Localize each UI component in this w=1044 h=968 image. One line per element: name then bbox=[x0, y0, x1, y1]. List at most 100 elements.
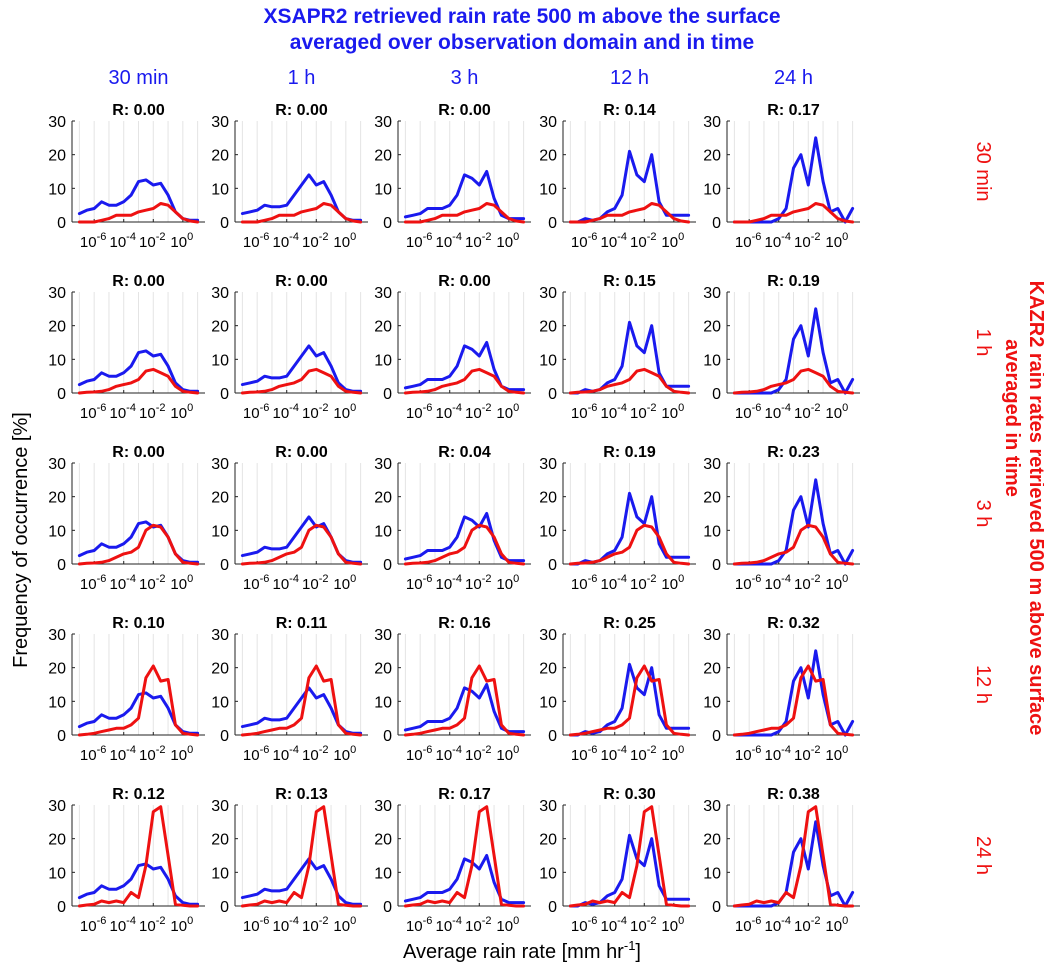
y-tick-label: 10 bbox=[374, 352, 392, 369]
xsapr2-series-line bbox=[240, 857, 363, 906]
x-tick-label: 10-6 bbox=[243, 915, 269, 935]
y-tick-label: 0 bbox=[383, 215, 392, 232]
kazr2-series-line bbox=[403, 367, 526, 395]
x-tick-label: 10-2 bbox=[794, 915, 820, 935]
subplot-r2-c2: 0 10 20 30 10-6 10-4 10-2 100 R: 0.00 bbox=[211, 273, 368, 422]
y-tick-label: 20 bbox=[703, 661, 721, 678]
x-tick-label: 10-6 bbox=[735, 915, 761, 935]
y-tick-label: 20 bbox=[539, 832, 557, 849]
r-value-label: R: 0.00 bbox=[275, 444, 328, 461]
y-tick-label: 10 bbox=[374, 865, 392, 882]
x-tick-label: 10-6 bbox=[406, 402, 432, 422]
y-tick-label: 30 bbox=[539, 627, 557, 644]
column-label: 12 h bbox=[610, 67, 649, 89]
r-value-label: R: 0.25 bbox=[603, 615, 656, 632]
y-tick-label: 10 bbox=[211, 865, 229, 882]
y-tick-label: 0 bbox=[548, 899, 557, 916]
x-tick-label: 10-2 bbox=[465, 573, 491, 593]
x-tick-label: 10-4 bbox=[272, 231, 298, 251]
x-tick-label: 10-6 bbox=[571, 915, 597, 935]
kazr2-series-line bbox=[568, 523, 691, 566]
r-value-label: R: 0.00 bbox=[438, 102, 491, 119]
x-tick-label: 10-6 bbox=[243, 744, 269, 764]
x-tick-label: 10-2 bbox=[630, 744, 656, 764]
subplot-r4-c2: 0 10 20 30 10-6 10-4 10-2 100 R: 0.11 bbox=[211, 615, 368, 764]
r-value-label: R: 0.12 bbox=[112, 786, 165, 803]
y-tick-label: 0 bbox=[712, 728, 721, 745]
y-tick-label: 0 bbox=[383, 386, 392, 403]
y-tick-label: 30 bbox=[374, 114, 392, 131]
xsapr2-series-line bbox=[403, 170, 526, 221]
subplot-r3-c1: 0 10 20 30 10-6 10-4 10-2 100 R: 0.00 bbox=[48, 444, 205, 593]
x-tick-label: 10-4 bbox=[600, 402, 626, 422]
x-tick-label: 10-4 bbox=[109, 231, 135, 251]
y-tick-label: 0 bbox=[220, 557, 229, 574]
r-value-label: R: 0.04 bbox=[438, 444, 491, 461]
kazr2-series-line bbox=[240, 367, 363, 395]
y-tick-label: 30 bbox=[703, 285, 721, 302]
x-tick-label: 100 bbox=[661, 744, 684, 764]
x-tick-label: 100 bbox=[170, 573, 193, 593]
row-label: 24 h bbox=[972, 836, 994, 875]
x-tick-label: 10-2 bbox=[139, 915, 165, 935]
kazr2-series-line bbox=[77, 523, 200, 566]
x-tick-label: 10-6 bbox=[243, 231, 269, 251]
kazr2-series-line bbox=[732, 202, 855, 224]
column-label: 1 h bbox=[288, 67, 316, 89]
x-tick-label: 10-4 bbox=[272, 915, 298, 935]
x-tick-label: 10-2 bbox=[139, 744, 165, 764]
y-tick-label: 20 bbox=[703, 490, 721, 507]
y-tick-label: 0 bbox=[712, 215, 721, 232]
subplot-r4-c3: 0 10 20 30 10-6 10-4 10-2 100 R: 0.16 bbox=[374, 615, 531, 764]
subplot-r2-c4: 0 10 20 30 10-6 10-4 10-2 100 R: 0.15 bbox=[539, 273, 696, 422]
y-tick-label: 0 bbox=[57, 215, 66, 232]
subplot-r2-c5: 0 10 20 30 10-6 10-4 10-2 100 R: 0.19 bbox=[703, 273, 860, 422]
y-tick-label: 30 bbox=[539, 114, 557, 131]
row-label: 3 h bbox=[972, 500, 994, 528]
y-tick-label: 10 bbox=[703, 523, 721, 540]
x-tick-label: 100 bbox=[825, 231, 848, 251]
x-tick-label: 10-6 bbox=[571, 402, 597, 422]
x-tick-label: 10-6 bbox=[735, 231, 761, 251]
kazr2-series-line bbox=[403, 523, 526, 566]
x-tick-label: 100 bbox=[496, 744, 519, 764]
kazr2-series-line bbox=[403, 664, 526, 737]
x-tick-label: 10-6 bbox=[243, 402, 269, 422]
x-tick-label: 100 bbox=[333, 915, 356, 935]
x-tick-label: 10-6 bbox=[571, 231, 597, 251]
y-tick-label: 0 bbox=[712, 899, 721, 916]
column-label: 24 h bbox=[774, 67, 813, 89]
row-label: 1 h bbox=[972, 329, 994, 357]
kazr2-series-line bbox=[240, 202, 363, 224]
x-tick-label: 10-6 bbox=[735, 573, 761, 593]
y-tick-label: 20 bbox=[211, 319, 229, 336]
xsapr2-series-line bbox=[403, 854, 526, 905]
y-tick-label: 20 bbox=[703, 832, 721, 849]
y-tick-label: 20 bbox=[211, 490, 229, 507]
x-tick-label: 10-4 bbox=[600, 915, 626, 935]
y-tick-label: 10 bbox=[539, 181, 557, 198]
x-tick-label: 10-2 bbox=[139, 402, 165, 422]
y-tick-label: 20 bbox=[48, 490, 66, 507]
y-tick-label: 30 bbox=[374, 456, 392, 473]
r-value-label: R: 0.17 bbox=[438, 786, 491, 803]
subplot-r4-c1: 0 10 20 30 10-6 10-4 10-2 100 R: 0.10 bbox=[48, 615, 205, 764]
y-tick-label: 0 bbox=[383, 557, 392, 574]
x-tick-label: 10-6 bbox=[571, 573, 597, 593]
x-tick-label: 10-2 bbox=[302, 402, 328, 422]
x-tick-label: 10-2 bbox=[465, 231, 491, 251]
x-tick-label: 10-4 bbox=[272, 402, 298, 422]
y-tick-label: 30 bbox=[48, 627, 66, 644]
y-tick-label: 0 bbox=[57, 386, 66, 403]
subplot-r3-c5: 0 10 20 30 10-6 10-4 10-2 100 R: 0.23 bbox=[703, 444, 860, 593]
y-tick-label: 0 bbox=[220, 728, 229, 745]
subplot-r5-c1: 0 10 20 30 10-6 10-4 10-2 100 R: 0.12 bbox=[48, 786, 205, 935]
subplot-r5-c3: 0 10 20 30 10-6 10-4 10-2 100 R: 0.17 bbox=[374, 786, 531, 935]
x-tick-label: 10-2 bbox=[630, 402, 656, 422]
kazr2-series-line bbox=[732, 367, 855, 395]
subplot-r1-c2: 0 10 20 30 10-6 10-4 10-2 100 R: 0.00 bbox=[211, 102, 368, 251]
x-tick-label: 10-2 bbox=[794, 402, 820, 422]
y-tick-label: 10 bbox=[48, 694, 66, 711]
x-tick-label: 10-4 bbox=[600, 231, 626, 251]
